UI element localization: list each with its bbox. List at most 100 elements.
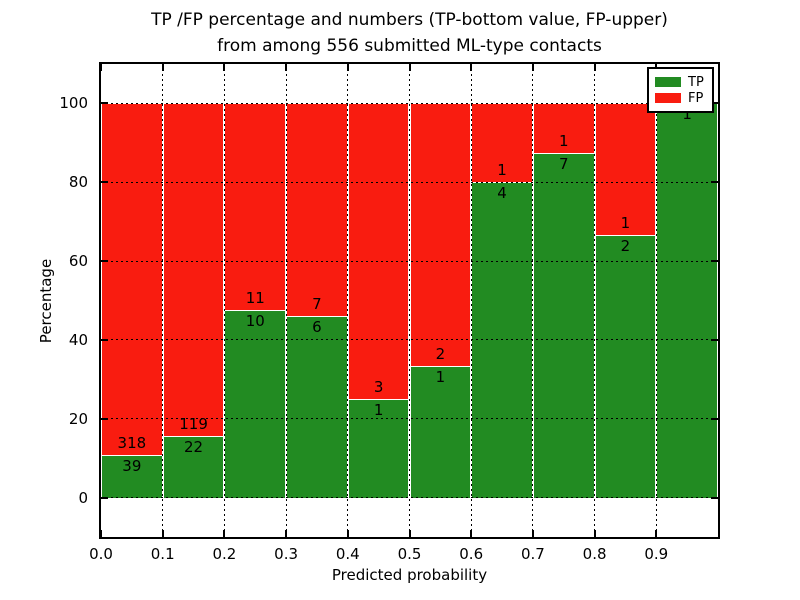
tp-count-label: 2 <box>620 236 631 255</box>
chart-title-line2: from among 556 submitted ML-type contact… <box>217 36 602 56</box>
fp-legend-label: FP <box>688 90 704 106</box>
x-tick-mark <box>223 64 226 71</box>
x-tick-label: 0.4 <box>335 545 360 563</box>
plot-canvas: 318 39 119 22 11 10 7 6 3 1 2 1 1 4 1 7 1 2 1 <box>100 64 718 537</box>
y-tick-mark <box>711 181 718 184</box>
tp-count-label: 1 <box>373 401 384 420</box>
y-tick-label: 40 <box>68 330 88 349</box>
tp-bar-segment <box>656 103 718 498</box>
x-tick-label: 0.0 <box>89 545 113 563</box>
fp-count-label: 2 <box>435 345 446 364</box>
gridline-vertical <box>470 64 472 537</box>
x-tick-mark <box>285 530 288 537</box>
x-tick-label: 0.8 <box>582 545 607 563</box>
fp-bar-segment <box>409 103 472 367</box>
fp-count-label: 3 <box>373 378 384 397</box>
x-tick-mark <box>223 530 226 537</box>
x-tick-mark <box>100 64 102 71</box>
y-tick-label: 20 <box>68 409 88 428</box>
tp-bar-segment <box>594 234 657 498</box>
fp-count-label: 7 <box>312 294 322 313</box>
tp-bar-segment <box>101 454 163 498</box>
tp-bar-segment <box>532 152 595 498</box>
fp-count-label: 1 <box>558 131 569 150</box>
tp-count-label: 10 <box>245 311 265 330</box>
gridline-vertical <box>594 64 596 537</box>
legend: TP FP <box>647 67 714 113</box>
x-tick-mark <box>593 530 596 537</box>
x-tick-label: 0.9 <box>644 545 669 563</box>
x-tick-mark <box>408 530 411 537</box>
fp-bar-segment <box>286 103 348 316</box>
x-tick-mark <box>346 530 349 537</box>
x-tick-mark <box>161 64 164 71</box>
gridline-vertical <box>162 64 164 537</box>
tp-count-label: 6 <box>312 317 322 336</box>
x-tick-mark <box>408 64 411 71</box>
tp-count-label: 22 <box>184 438 204 457</box>
fp-bar-segment <box>347 103 410 400</box>
legend-entry-tp: TP <box>649 76 712 89</box>
y-tick-mark <box>101 260 108 263</box>
y-tick-mark <box>711 496 718 499</box>
x-tick-mark <box>531 64 534 71</box>
fp-bar-segment <box>162 103 225 437</box>
x-tick-mark <box>470 530 473 537</box>
x-tick-mark <box>531 530 534 537</box>
tp-legend-label: TP <box>688 74 704 90</box>
y-tick-mark <box>711 338 718 341</box>
y-tick-label: 80 <box>68 173 88 192</box>
tp-legend-swatch <box>655 77 681 87</box>
y-tick-label: 0 <box>78 488 88 507</box>
fp-bar-segment <box>224 103 287 310</box>
tp-count-label: 7 <box>558 154 569 173</box>
x-tick-label: 0.5 <box>397 545 422 563</box>
tp-count-label: 39 <box>122 456 142 475</box>
x-tick-mark <box>346 64 349 71</box>
tp-count-label: 1 <box>682 105 692 124</box>
fp-count-label: 1 <box>620 213 631 232</box>
tp-bar-segment <box>286 315 348 498</box>
x-tick-label: 0.2 <box>212 545 237 563</box>
x-axis-label: Predicted probability <box>331 566 488 584</box>
plot-area: 318 39 119 22 11 10 7 6 3 1 2 1 1 4 1 7 1 2 1 <box>99 62 720 539</box>
tp-bar-segment <box>347 399 410 498</box>
chart-title: TP /FP percentage and numbers (TP-bottom… <box>99 7 720 59</box>
fp-bar-segment <box>101 103 163 455</box>
y-tick-mark <box>711 260 718 263</box>
y-tick-label: 60 <box>68 252 88 271</box>
fp-count-label: 1 <box>497 161 507 180</box>
fp-bar-segment <box>532 103 595 153</box>
fp-count-label: 318 <box>117 433 147 452</box>
x-tick-label: 0.7 <box>520 545 545 563</box>
fp-bar-segment <box>594 103 657 235</box>
y-tick-mark <box>101 417 108 420</box>
x-tick-mark <box>100 530 102 537</box>
y-tick-label: 100 <box>59 94 88 113</box>
y-tick-mark <box>711 417 718 420</box>
y-tick-mark <box>101 181 108 184</box>
tp-count-label: 1 <box>435 368 446 387</box>
tp-count-label: 4 <box>497 184 507 203</box>
legend-entry-fp: FP <box>649 92 712 105</box>
x-tick-label: 0.6 <box>459 545 484 563</box>
x-tick-mark <box>470 64 473 71</box>
fp-count-label: 119 <box>179 415 208 434</box>
gridline-vertical <box>409 64 410 537</box>
gridline-vertical <box>532 64 534 537</box>
gridline-vertical <box>347 64 349 537</box>
x-tick-label: 0.1 <box>150 545 175 563</box>
x-tick-mark <box>285 64 288 71</box>
y-tick-mark <box>101 338 108 341</box>
x-tick-mark <box>161 530 164 537</box>
y-tick-mark <box>101 102 108 105</box>
y-tick-mark <box>101 496 108 499</box>
fp-count-label: 11 <box>245 288 265 307</box>
fp-legend-swatch <box>655 93 681 103</box>
tp-bar-segment <box>162 436 225 498</box>
gridline-vertical <box>655 64 657 537</box>
x-tick-mark <box>655 530 658 537</box>
gridline-vertical <box>223 64 225 537</box>
tp-bar-segment <box>409 366 472 498</box>
